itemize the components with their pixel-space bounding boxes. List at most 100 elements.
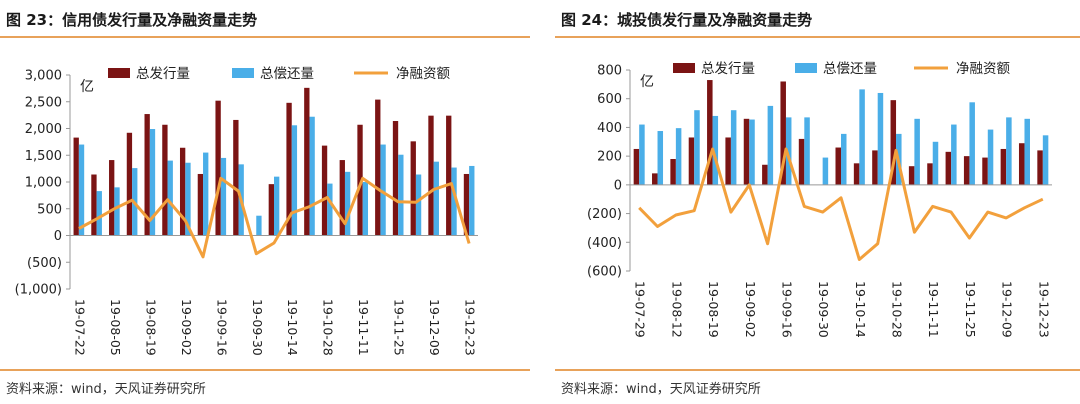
title-divider [555, 36, 1080, 38]
bar-issuance [339, 160, 345, 236]
x-tick-label: 19-09-30 [816, 281, 831, 338]
x-tick-label: 19-11-11 [356, 299, 371, 356]
legend-label: 总发行量 [136, 66, 190, 82]
x-tick-label: 19-10-28 [890, 281, 905, 338]
x-tick-label: 19-08-19 [143, 299, 158, 356]
x-tick-label: 19-11-11 [926, 281, 941, 338]
bar-repayment [822, 157, 829, 185]
bar-issuance [743, 118, 750, 185]
x-tick-label: 19-12-09 [427, 299, 442, 356]
bar-issuance [304, 87, 310, 236]
y-tick-label: 3,000 [25, 69, 62, 84]
bar-repayment [694, 110, 700, 185]
legend-swatch [795, 63, 817, 73]
x-tick-label: 19-12-23 [463, 299, 478, 356]
y-tick-label: 500 [37, 202, 62, 217]
bar-issuance [162, 124, 168, 236]
unit-label: 亿 [80, 79, 94, 95]
bar-issuance [375, 99, 381, 236]
bar-repayment [114, 187, 120, 236]
bar-repayment [309, 116, 315, 236]
legend-label: 总偿还量 [823, 61, 877, 77]
bar-repayment [1006, 117, 1012, 185]
y-tick-label: 1,500 [25, 149, 62, 164]
chart-panel-left: 图 23：信用债发行量及净融资量走势 (1,000) (500) 0 500 1,000… [0, 0, 530, 404]
x-tick-label: 19-10-14 [853, 281, 868, 338]
bar-issuance [215, 100, 221, 236]
y-tick-label: 800 [597, 64, 622, 79]
x-tick-label: 19-08-05 [108, 299, 123, 356]
bar-repayment [203, 152, 209, 236]
bar-repayment [675, 128, 682, 185]
legend-swatch [673, 63, 695, 73]
y-tick-label: 400 [597, 121, 622, 136]
bar-repayment [969, 102, 975, 185]
bar-repayment [712, 115, 719, 185]
bar-repayment [256, 215, 262, 236]
bar-issuance [233, 119, 239, 236]
bar-repayment [932, 141, 939, 185]
bar-repayment [167, 160, 173, 236]
chart-title: 图 24：城投债发行量及净融资量走势 [561, 11, 813, 29]
bar-issuance [908, 166, 915, 185]
bar-issuance [762, 164, 768, 185]
bar-issuance [446, 115, 452, 236]
bar-issuance [780, 81, 786, 185]
x-tick-label: 19-09-30 [250, 299, 265, 356]
x-tick-label: 19-12-23 [1036, 281, 1051, 338]
bar-issuance [982, 157, 988, 185]
bar-issuance [725, 137, 731, 185]
source-note: 资料来源：wind，天风证券研究所 [561, 382, 761, 397]
bar-repayment [730, 110, 737, 185]
y-tick-label: (1,000) [15, 283, 62, 298]
bar-issuance [707, 80, 713, 185]
bar-issuance [73, 137, 79, 236]
title-divider [0, 36, 530, 38]
bar-issuance [927, 163, 933, 185]
bar-repayment [804, 117, 810, 185]
y-tick-label: (400) [587, 236, 622, 251]
bar-issuance [652, 173, 658, 185]
bar-issuance [1018, 143, 1025, 185]
bar-issuance [321, 145, 328, 236]
y-tick-label: 0 [614, 178, 622, 193]
y-tick-label: 1,000 [25, 176, 62, 191]
bar-repayment [877, 92, 884, 185]
bar-issuance [410, 141, 416, 236]
y-tick-label: 200 [597, 150, 622, 165]
chart-panel-right: 图 24：城投债发行量及净融资量走势 (600) (400) (200) 0 200 40… [555, 0, 1080, 404]
source-note: 资料来源：wind，天风证券研究所 [6, 382, 206, 397]
bar-repayment [344, 171, 351, 236]
x-tick-label: 19-09-02 [743, 281, 758, 338]
x-tick-label: 19-09-16 [779, 281, 794, 338]
chart-plot: (600) (400) (200) 0 200 400 600 800 亿 19-07-29 19-… [587, 61, 1052, 338]
bar-repayment [149, 129, 156, 236]
bar-issuance [670, 159, 676, 185]
bar-issuance [126, 132, 133, 236]
bar-repayment [749, 119, 755, 185]
bar-issuance [197, 173, 204, 236]
x-tick-label: 19-07-29 [633, 281, 648, 338]
source-divider [0, 369, 530, 371]
bar-repayment [951, 124, 957, 185]
bar-repayment [767, 105, 774, 185]
x-tick-label: 19-09-02 [179, 299, 194, 356]
bar-issuance [463, 173, 470, 236]
x-tick-label: 19-09-16 [214, 299, 229, 356]
bar-issuance [91, 174, 97, 236]
bar-repayment [398, 154, 404, 236]
legend-swatch [108, 68, 130, 78]
bar-repayment [451, 167, 457, 236]
bar-issuance [286, 102, 292, 236]
bar-issuance [853, 163, 860, 185]
bar-issuance [1037, 150, 1043, 185]
bar-issuance [392, 121, 399, 236]
x-tick-label: 19-11-25 [963, 281, 978, 338]
x-tick-label: 19-07-22 [72, 299, 87, 356]
bar-issuance [1000, 148, 1007, 185]
line-net-financing [78, 176, 471, 259]
x-tick-label: 19-08-12 [669, 281, 684, 338]
bar-repayment [185, 162, 191, 236]
chart-title: 图 23：信用债发行量及净融资量走势 [6, 11, 258, 29]
bar-issuance [357, 124, 363, 236]
